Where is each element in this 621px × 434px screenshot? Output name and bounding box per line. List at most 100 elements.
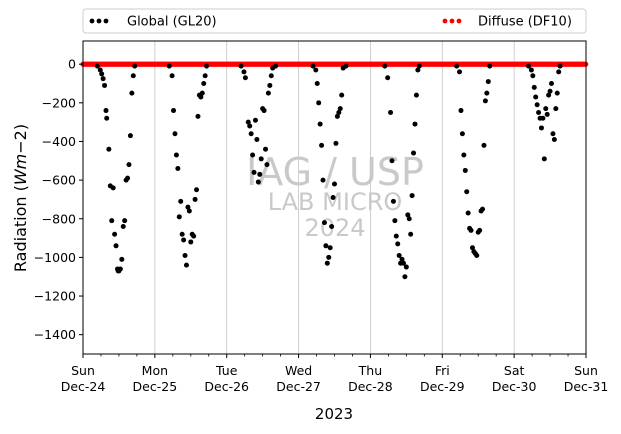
global-point bbox=[462, 167, 468, 173]
legend-global-marker bbox=[89, 18, 109, 24]
x-axis: SunDec-24MonDec-25TueDec-26WedDec-27ThuD… bbox=[61, 354, 609, 394]
global-point bbox=[192, 196, 198, 202]
global-point bbox=[557, 63, 563, 69]
global-point bbox=[487, 63, 493, 69]
global-point bbox=[392, 218, 398, 224]
global-point bbox=[198, 94, 204, 100]
global-point bbox=[102, 82, 108, 88]
y-tick-label: 0 bbox=[68, 57, 76, 72]
x-tick-date: Dec-25 bbox=[133, 379, 178, 394]
global-point bbox=[464, 189, 470, 195]
global-point bbox=[327, 245, 333, 251]
global-point bbox=[127, 133, 133, 139]
global-point bbox=[408, 231, 414, 237]
global-point bbox=[484, 90, 490, 96]
global-point bbox=[326, 254, 332, 260]
x-tick-day: Tue bbox=[215, 363, 238, 378]
global-point bbox=[390, 198, 396, 204]
global-point bbox=[547, 88, 553, 94]
global-point bbox=[333, 140, 339, 146]
y-tick-label: −1200 bbox=[34, 289, 76, 304]
global-point bbox=[544, 111, 550, 117]
global-point bbox=[169, 73, 175, 79]
global-point bbox=[117, 266, 123, 272]
y-axis-label-suffix: ) bbox=[11, 124, 30, 130]
global-point bbox=[265, 90, 271, 96]
global-point bbox=[172, 131, 178, 137]
global-point bbox=[334, 113, 340, 119]
global-point bbox=[474, 252, 480, 258]
x-tick-day: Thu bbox=[358, 363, 382, 378]
global-point bbox=[258, 156, 264, 162]
global-point bbox=[119, 256, 125, 262]
global-point bbox=[310, 63, 316, 69]
global-point bbox=[416, 63, 422, 69]
y-axis-label-prefix: Radiation ( bbox=[11, 185, 30, 272]
global-point bbox=[399, 256, 405, 262]
global-point bbox=[267, 82, 273, 88]
x-tick-date: Dec-31 bbox=[564, 379, 609, 394]
global-point bbox=[317, 121, 323, 127]
global-point bbox=[549, 81, 555, 87]
global-point bbox=[248, 131, 254, 137]
global-point bbox=[531, 84, 537, 90]
x-tick-day: Fri bbox=[435, 363, 450, 378]
global-series bbox=[94, 63, 563, 280]
y-axis: 0 −200 −400 −600 −800 −1000 −1200 −1400 bbox=[34, 57, 83, 342]
global-point bbox=[104, 115, 110, 121]
legend-diffuse-label: Diffuse (DF10) bbox=[478, 15, 572, 30]
global-point bbox=[321, 220, 327, 226]
global-point bbox=[106, 146, 112, 152]
global-point bbox=[554, 90, 560, 96]
global-point bbox=[385, 75, 391, 81]
x-tick-date: Dec-29 bbox=[420, 379, 465, 394]
x-tick-date: Dec-24 bbox=[61, 379, 106, 394]
global-point bbox=[110, 185, 116, 191]
global-point bbox=[454, 63, 460, 69]
global-point bbox=[468, 227, 474, 233]
global-point bbox=[241, 69, 247, 75]
global-point bbox=[251, 169, 257, 175]
global-point bbox=[382, 63, 388, 69]
global-point bbox=[550, 131, 556, 137]
global-point bbox=[477, 227, 483, 233]
global-point bbox=[534, 102, 540, 108]
global-point bbox=[126, 162, 132, 168]
x-tick-date: Dec-28 bbox=[348, 379, 393, 394]
x-tick-date: Dec-27 bbox=[276, 379, 321, 394]
global-point bbox=[540, 115, 546, 121]
y-tick-label: −1000 bbox=[34, 250, 76, 265]
global-point bbox=[191, 233, 197, 239]
y-axis-label-minus: − bbox=[11, 140, 30, 153]
x-tick-day: Sun bbox=[71, 363, 95, 378]
legend-diffuse-marker bbox=[442, 18, 462, 24]
global-point bbox=[551, 137, 557, 143]
global-point bbox=[388, 109, 394, 115]
y-tick-label: −200 bbox=[42, 95, 76, 110]
global-point bbox=[403, 264, 409, 270]
global-point bbox=[343, 63, 349, 69]
x-tick-date: Dec-26 bbox=[204, 379, 249, 394]
global-point bbox=[179, 231, 185, 237]
global-point bbox=[533, 94, 539, 100]
global-point bbox=[332, 181, 337, 187]
global-point bbox=[120, 223, 126, 229]
x-tick-day: Wed bbox=[285, 363, 312, 378]
y-tick-label: −1400 bbox=[34, 327, 76, 342]
global-point bbox=[541, 156, 547, 162]
global-point bbox=[389, 158, 395, 164]
global-point bbox=[337, 106, 343, 112]
global-point bbox=[264, 162, 270, 168]
global-point bbox=[530, 73, 536, 79]
global-point bbox=[255, 179, 261, 185]
global-point bbox=[329, 223, 335, 229]
global-point bbox=[316, 100, 322, 106]
global-point bbox=[536, 109, 542, 115]
global-point bbox=[273, 63, 279, 69]
global-point bbox=[405, 212, 411, 218]
global-point bbox=[202, 73, 208, 79]
global-point bbox=[263, 146, 269, 152]
global-point bbox=[320, 177, 326, 183]
global-point bbox=[406, 216, 412, 222]
